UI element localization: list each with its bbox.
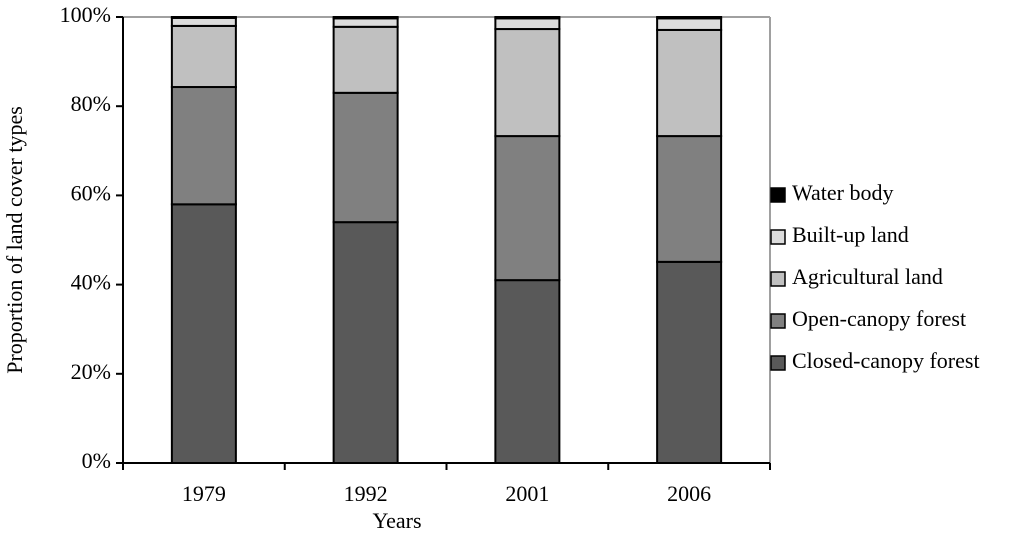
x-tick-label: 1992 xyxy=(344,481,388,506)
x-axis-label: Years xyxy=(372,508,421,533)
x-tick-label: 2006 xyxy=(667,481,711,506)
y-tick-label: 20% xyxy=(71,359,111,384)
bar-segment xyxy=(494,28,561,138)
x-tick-label: 2001 xyxy=(505,481,549,506)
bar-segment xyxy=(494,17,561,31)
legend-label: Open-canopy forest xyxy=(792,306,966,331)
y-tick-label: 0% xyxy=(82,448,111,473)
legend-label: Water body xyxy=(792,180,893,205)
bar-segment xyxy=(656,28,723,138)
bar-segment xyxy=(332,16,399,20)
bar-segment xyxy=(656,17,723,31)
bar-segment xyxy=(170,24,237,89)
y-tick-label: 100% xyxy=(60,2,111,27)
y-tick-label: 60% xyxy=(71,180,111,205)
y-axis-label: Proportion of land cover types xyxy=(2,106,27,374)
bar-segment xyxy=(656,260,723,464)
bar-segment xyxy=(656,135,723,263)
x-tick-label: 1979 xyxy=(182,481,226,506)
bar-segment xyxy=(332,221,399,464)
y-tick-label: 40% xyxy=(71,270,111,295)
legend-swatch xyxy=(770,355,786,371)
legend-label: Built-up land xyxy=(792,222,909,247)
bar-segment xyxy=(170,203,237,464)
legend-label: Closed-canopy forest xyxy=(792,348,980,373)
legend-swatch xyxy=(770,229,786,245)
legend-label: Agricultural land xyxy=(792,264,943,289)
bar-segment xyxy=(494,16,561,20)
bar-segment xyxy=(170,16,237,19)
bar-segment xyxy=(332,17,399,28)
bar-segment xyxy=(656,16,723,20)
bar-segment xyxy=(170,86,237,206)
legend-swatch xyxy=(770,187,786,203)
legend-swatch xyxy=(770,271,786,287)
y-tick-label: 80% xyxy=(71,91,111,116)
legend-swatch xyxy=(770,313,786,329)
bar-segment xyxy=(494,135,561,282)
bar-segment xyxy=(332,91,399,224)
bar-segment xyxy=(332,25,399,94)
bar-segment xyxy=(170,16,237,27)
bar-segment xyxy=(494,279,561,465)
